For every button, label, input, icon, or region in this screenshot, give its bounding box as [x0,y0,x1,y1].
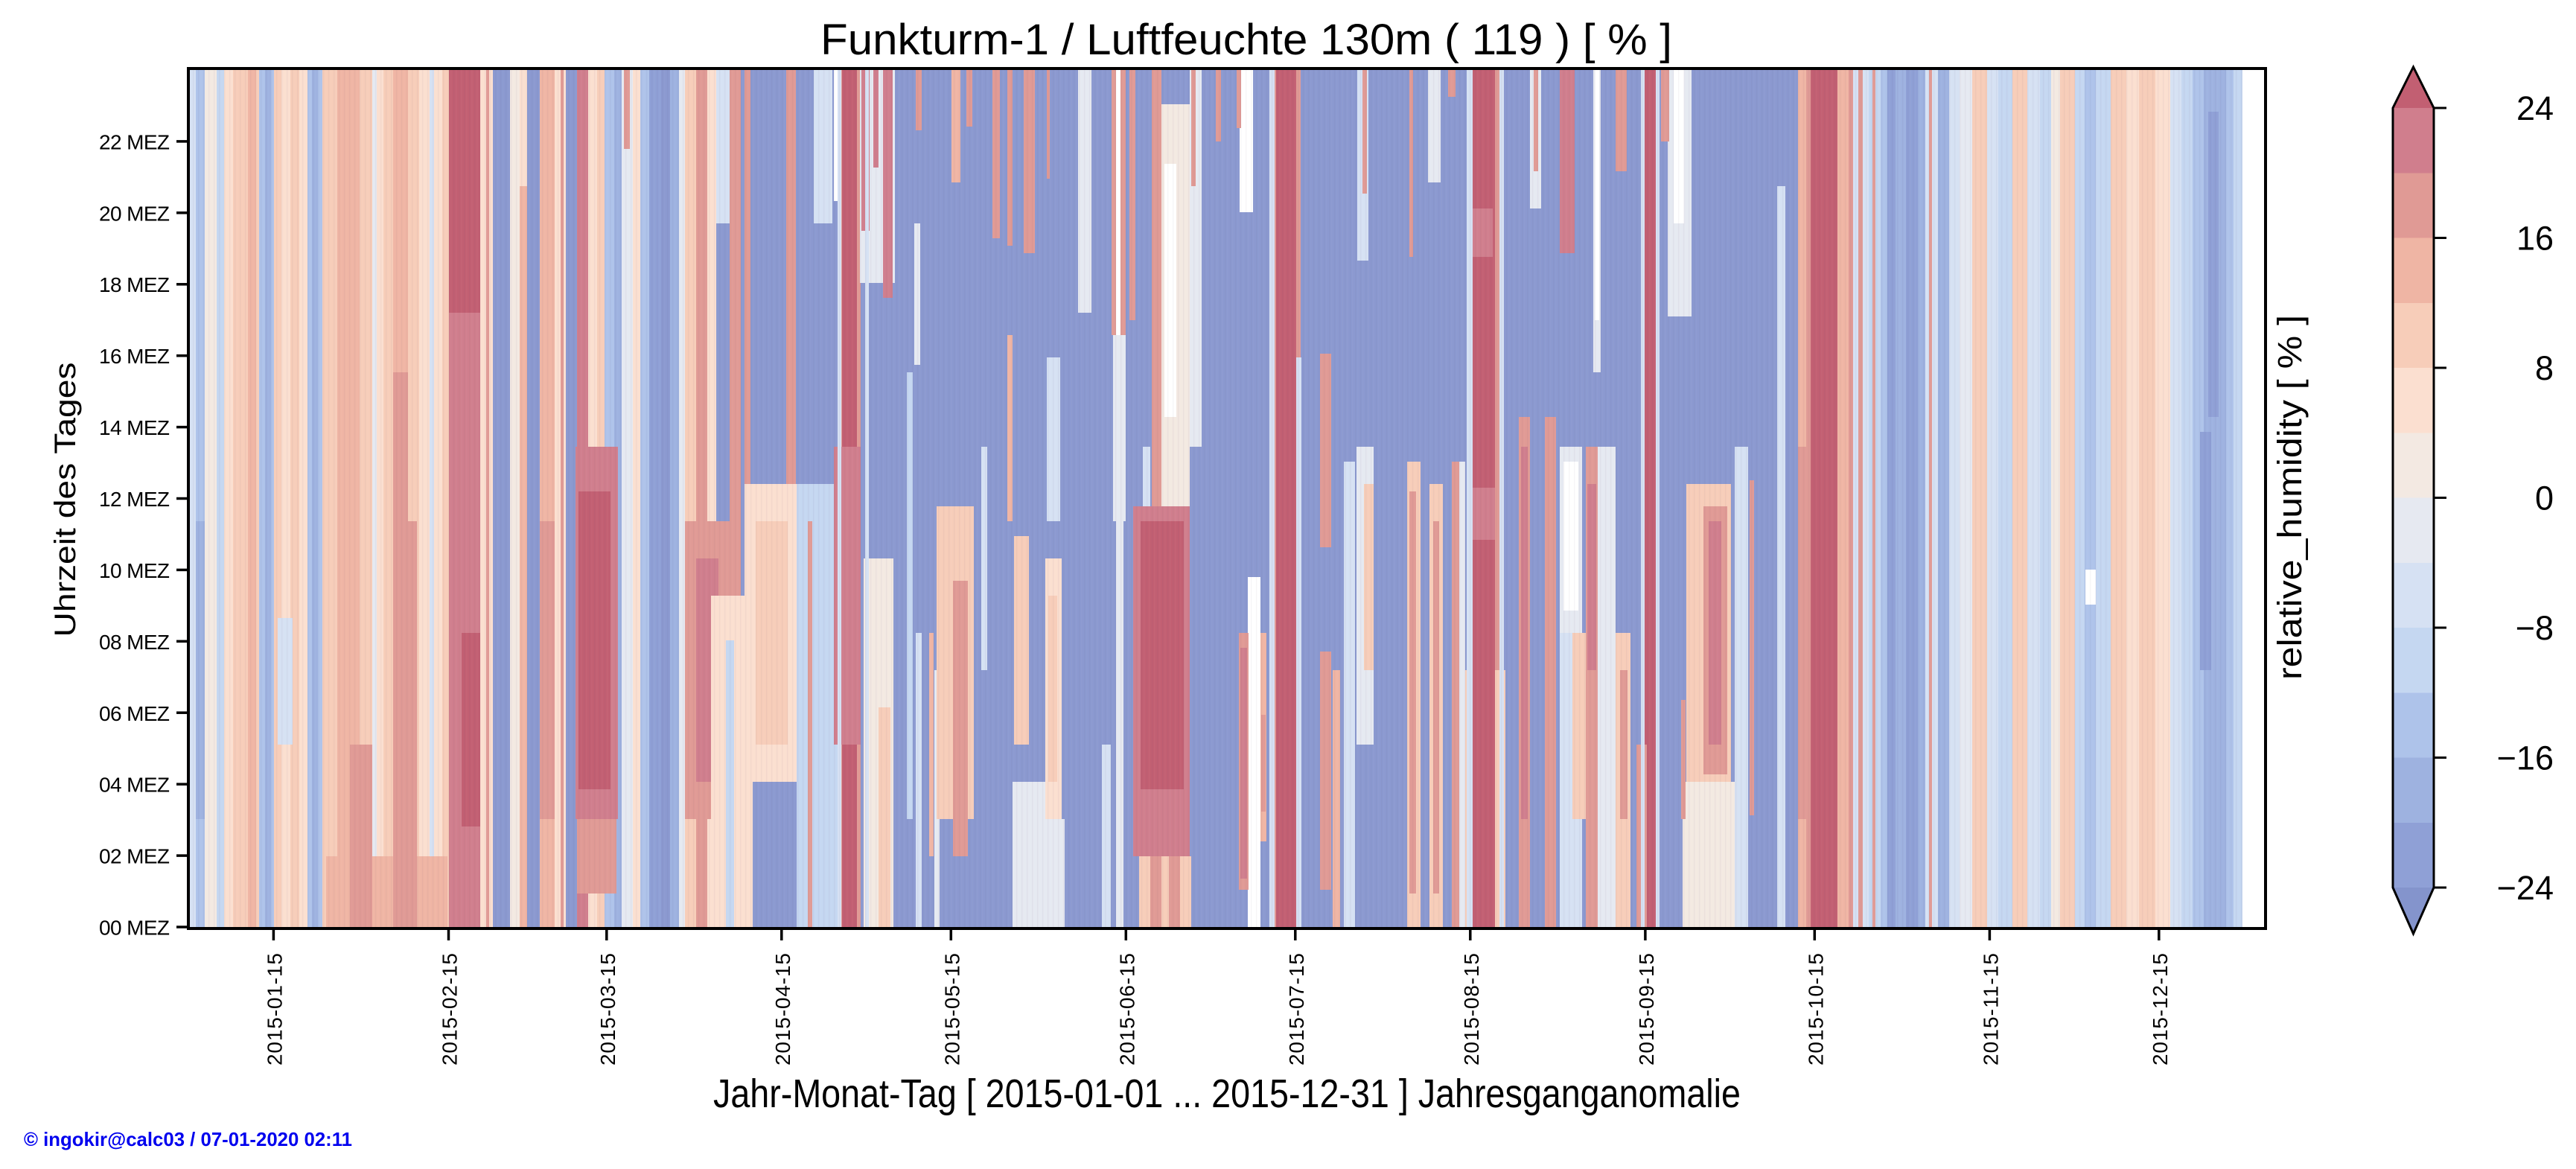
svg-text:−8: −8 [2516,609,2554,647]
svg-text:2015-02-15: 2015-02-15 [439,953,462,1066]
svg-text:8: 8 [2535,349,2554,387]
svg-text:2015-06-15: 2015-06-15 [1115,953,1138,1066]
svg-text:14 MEZ: 14 MEZ [99,416,170,439]
svg-text:2015-08-15: 2015-08-15 [1460,953,1483,1066]
svg-text:2015-11-15: 2015-11-15 [1979,953,2002,1066]
svg-text:06 MEZ: 06 MEZ [99,702,170,725]
svg-text:Uhrzeit des Tages: Uhrzeit des Tages [49,363,82,637]
svg-text:2015-07-15: 2015-07-15 [1285,953,1308,1066]
svg-text:16 MEZ: 16 MEZ [99,345,170,368]
svg-text:2015-05-15: 2015-05-15 [940,953,963,1066]
svg-text:2015-12-15: 2015-12-15 [2149,953,2172,1066]
svg-text:22 MEZ: 22 MEZ [99,130,170,153]
svg-text:relative_humidity [ % ]: relative_humidity [ % ] [2271,315,2309,680]
svg-text:16: 16 [2516,220,2554,258]
svg-text:02 MEZ: 02 MEZ [99,845,170,868]
svg-text:2015-04-15: 2015-04-15 [771,953,794,1066]
svg-text:2015-01-15: 2015-01-15 [263,953,286,1066]
svg-text:Funkturm-1 / Luftfeuchte 130m: Funkturm-1 / Luftfeuchte 130m ( 119 ) [ … [820,16,1672,64]
svg-text:© ingokir@calc03 / 07-01-2020: © ingokir@calc03 / 07-01-2020 02:11 [24,1128,352,1150]
svg-text:24: 24 [2516,89,2554,127]
svg-text:Jahr-Monat-Tag [ 2015-01-01 ..: Jahr-Monat-Tag [ 2015-01-01 ... 2015-12-… [713,1071,1741,1116]
svg-text:08 MEZ: 08 MEZ [99,631,170,654]
svg-text:−24: −24 [2497,869,2554,907]
svg-text:00 MEZ: 00 MEZ [99,917,170,940]
svg-text:2015-09-15: 2015-09-15 [1635,953,1658,1066]
svg-text:−16: −16 [2497,739,2554,777]
svg-text:20 MEZ: 20 MEZ [99,202,170,225]
svg-text:10 MEZ: 10 MEZ [99,559,170,582]
svg-text:12 MEZ: 12 MEZ [99,488,170,511]
svg-text:2015-10-15: 2015-10-15 [1804,953,1827,1066]
svg-text:18 MEZ: 18 MEZ [99,273,170,296]
svg-text:2015-03-15: 2015-03-15 [596,953,619,1066]
svg-text:04 MEZ: 04 MEZ [99,774,170,797]
svg-text:0: 0 [2535,480,2554,517]
